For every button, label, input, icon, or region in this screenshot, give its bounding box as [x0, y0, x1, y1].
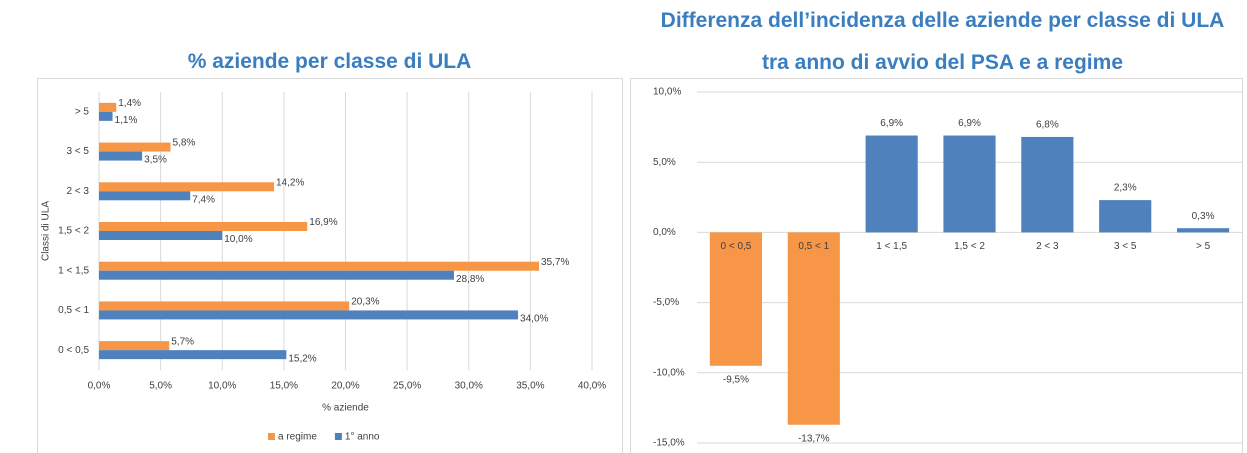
x-tick-label: 1,5 < 2	[954, 241, 985, 252]
y-tick-label: 0,0%	[653, 227, 676, 238]
bar	[709, 232, 763, 366]
bar	[865, 135, 918, 233]
chart-panel	[37, 78, 623, 453]
data-label: 1,4%	[118, 98, 141, 109]
bar	[99, 231, 223, 240]
legend-swatch	[268, 433, 275, 440]
data-label: 10,0%	[224, 234, 252, 245]
y-tick-label: 10,0%	[653, 87, 681, 98]
data-label: 28,8%	[456, 274, 484, 285]
y-tick-label: 1,5 < 2	[58, 226, 89, 237]
bar	[99, 341, 170, 351]
bar	[1099, 200, 1152, 233]
bar	[99, 261, 540, 271]
x-tick-label: 3 < 5	[1114, 241, 1137, 252]
x-tick-label: 30,0%	[455, 381, 483, 392]
bar	[99, 111, 113, 121]
y-tick-label: 3 < 5	[66, 146, 89, 157]
bar	[99, 270, 454, 280]
x-axis-label: % aziende	[322, 403, 369, 414]
data-label: 7,4%	[192, 194, 215, 205]
data-label: 16,9%	[309, 217, 337, 228]
y-tick-label: 0,5 < 1	[58, 305, 89, 316]
x-tick-label: 5,0%	[149, 381, 172, 392]
bar	[99, 142, 171, 152]
data-label: 34,0%	[520, 314, 548, 325]
chart-title: Differenza dell’incidenza delle aziende …	[660, 9, 1225, 74]
bar	[99, 191, 191, 201]
bar	[787, 232, 840, 425]
x-tick-label: 15,0%	[270, 381, 298, 392]
chart-title: % aziende per classe di ULA	[187, 50, 472, 73]
legend-swatch	[334, 433, 342, 440]
data-label: -13,7%	[798, 433, 830, 444]
x-tick-label: > 5	[1196, 241, 1211, 252]
y-tick-label: 0 < 0,5	[58, 345, 89, 356]
y-tick-label: 5,0%	[653, 157, 676, 168]
y-tick-label: -5,0%	[653, 297, 679, 308]
x-tick-label: 20,0%	[331, 381, 359, 392]
bar	[1021, 136, 1074, 233]
data-label: 35,7%	[541, 257, 569, 268]
data-label: 20,3%	[351, 297, 379, 308]
y-tick-label: > 5	[75, 106, 90, 117]
data-label: 0,3%	[1192, 211, 1215, 222]
x-tick-label: 10,0%	[208, 381, 236, 392]
bar	[1176, 228, 1230, 233]
bar	[99, 350, 287, 360]
legend-label: a regime	[278, 432, 317, 443]
bar	[99, 301, 350, 311]
data-label: -9,5%	[723, 374, 749, 385]
x-tick-label: 40,0%	[578, 381, 606, 392]
chart-panel	[630, 78, 1243, 453]
x-tick-label: 2 < 3	[1036, 241, 1059, 252]
data-label: 2,3%	[1114, 183, 1137, 194]
bar	[99, 151, 143, 161]
x-tick-label: 25,0%	[393, 381, 421, 392]
bar	[99, 102, 117, 112]
y-tick-label: 1 < 1,5	[58, 265, 89, 276]
bar	[943, 135, 996, 233]
x-tick-label: 35,0%	[516, 381, 544, 392]
y-tick-label: 2 < 3	[66, 186, 89, 197]
bar	[99, 182, 275, 192]
data-label: 5,8%	[172, 138, 195, 149]
data-label: 6,9%	[880, 118, 903, 129]
y-axis-label: Classi di ULA	[41, 201, 52, 261]
y-tick-label: -10,0%	[653, 367, 685, 378]
data-label: 6,9%	[958, 118, 981, 129]
x-tick-label: 1 < 1,5	[876, 241, 907, 252]
bar	[99, 310, 519, 320]
x-tick-label: 0,0%	[88, 381, 111, 392]
legend-label: 1° anno	[345, 432, 380, 443]
data-label: 3,5%	[144, 155, 167, 166]
data-label: 6,8%	[1036, 120, 1059, 131]
data-label: 15,2%	[288, 353, 316, 364]
x-tick-label: 0,5 < 1	[798, 241, 829, 252]
x-tick-label: 0 < 0,5	[720, 241, 751, 252]
bar	[99, 222, 308, 231]
data-label: 1,1%	[115, 115, 138, 126]
y-tick-label: -15,0%	[653, 438, 685, 449]
data-label: 5,7%	[171, 336, 194, 347]
data-label: 14,2%	[276, 177, 304, 188]
